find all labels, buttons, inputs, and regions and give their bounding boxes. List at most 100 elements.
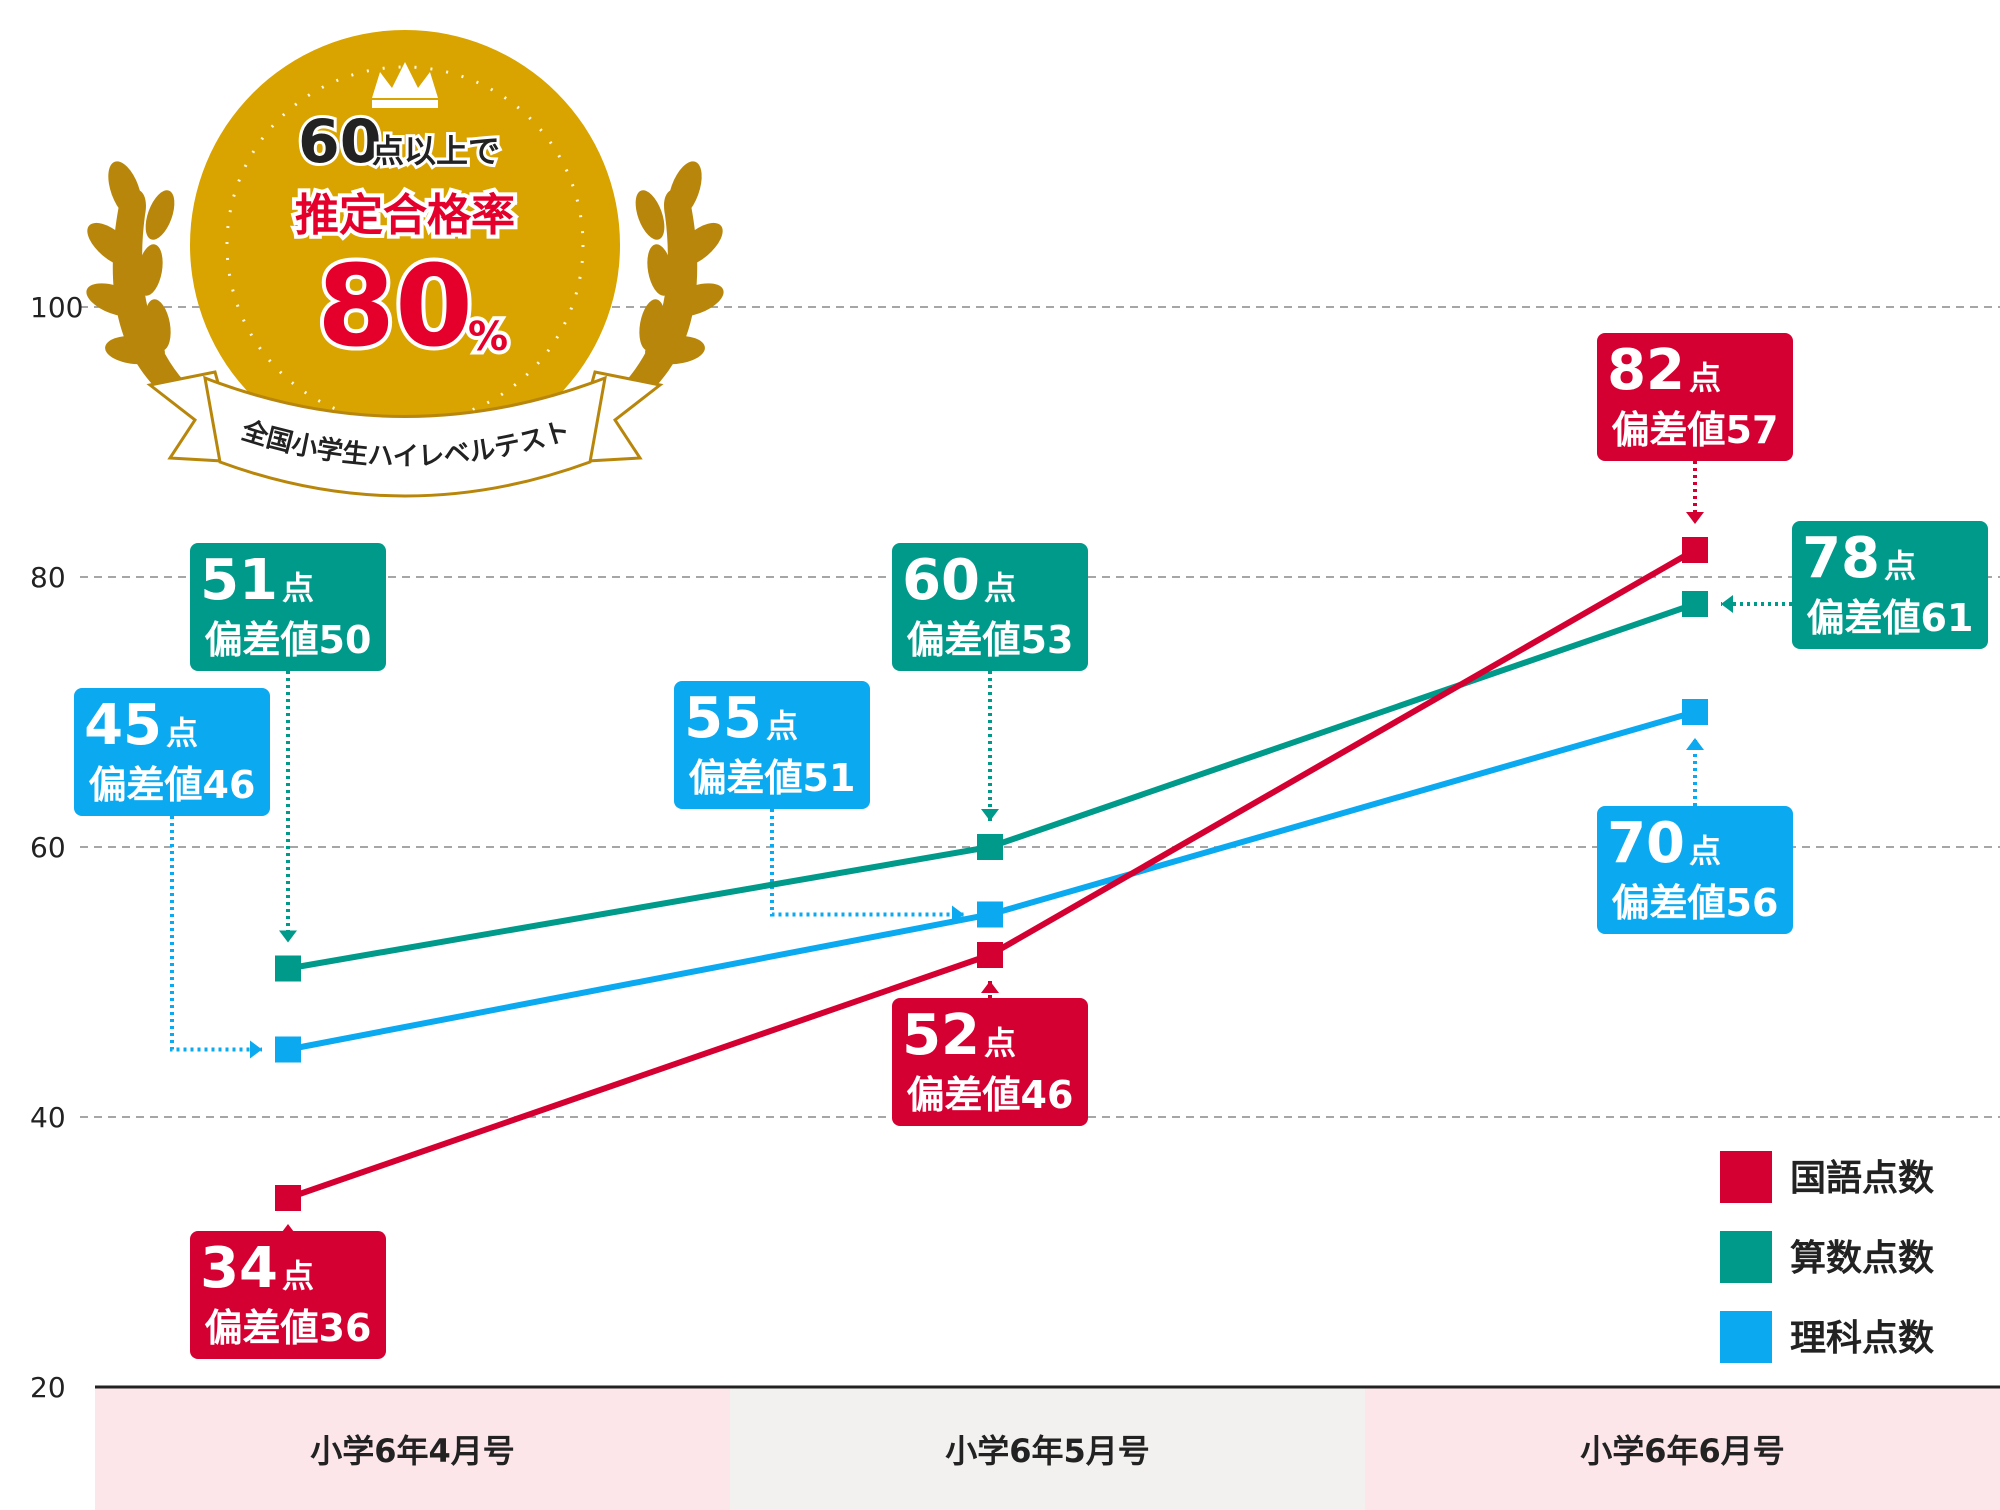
data-label-box bbox=[892, 998, 1088, 1126]
data-point-marker bbox=[1682, 591, 1708, 617]
category-band bbox=[1365, 1387, 2000, 1510]
category-bands: 小学6年4月号 小学6年5月号 小学6年6月号 bbox=[95, 1387, 2000, 1510]
data-label-deviation: 偏差値46 bbox=[907, 1073, 1074, 1117]
ribbon: 全国小学生ハイレベルテスト bbox=[146, 370, 664, 498]
pass-rate-badge: 60 点以上で 推定合格率 80 % 全国小学生ハイレベルテスト bbox=[86, 30, 724, 498]
data-label-score: 34 bbox=[200, 1236, 278, 1301]
data-label-box bbox=[74, 688, 270, 816]
data-label-deviation: 偏差値36 bbox=[205, 1306, 372, 1350]
data-label-deviation: 偏差値61 bbox=[1807, 596, 1974, 640]
data-label-unit: 点 bbox=[1689, 359, 1721, 397]
data-label-score: 45 bbox=[84, 693, 162, 758]
laurel-left-icon bbox=[86, 161, 210, 420]
legend-item: 算数点数 bbox=[1720, 1231, 1934, 1283]
data-label-box bbox=[892, 543, 1088, 671]
data-point-marker bbox=[1682, 699, 1708, 725]
legend-label: 算数点数 bbox=[1790, 1238, 1934, 1279]
data-label-deviation: 偏差値57 bbox=[1612, 408, 1779, 452]
data-label-deviation: 偏差値50 bbox=[205, 618, 372, 662]
badge-line1-text: 点以上で bbox=[372, 132, 500, 170]
callout-arrow bbox=[981, 809, 999, 821]
data-point-marker bbox=[275, 955, 301, 982]
category-band bbox=[730, 1387, 1365, 1510]
data-label-unit: 点 bbox=[1689, 832, 1721, 870]
data-label-score: 55 bbox=[684, 686, 762, 751]
legend-item: 国語点数 bbox=[1720, 1151, 1934, 1203]
legend-item: 理科点数 bbox=[1720, 1311, 1934, 1363]
data-label-unit: 点 bbox=[282, 569, 314, 607]
data-label-unit: 点 bbox=[766, 707, 798, 745]
data-label-unit: 点 bbox=[166, 714, 198, 752]
data-label-deviation: 偏差値56 bbox=[1612, 881, 1779, 925]
data-label-score: 51 bbox=[200, 548, 278, 613]
y-tick-label: 40 bbox=[30, 1101, 66, 1134]
callout-arrow bbox=[1721, 595, 1733, 613]
data-label-deviation: 偏差値46 bbox=[89, 763, 256, 807]
x-tick-label: 小学6年6月号 bbox=[1580, 1432, 1785, 1470]
data-label-box bbox=[190, 1231, 386, 1359]
data-label-box bbox=[1792, 521, 1988, 649]
badge-rate-unit: % bbox=[468, 314, 508, 360]
x-tick-label: 小学6年4月号 bbox=[310, 1432, 515, 1470]
legend-label: 理科点数 bbox=[1790, 1318, 1934, 1359]
data-label-unit: 点 bbox=[1884, 547, 1916, 585]
legend-swatch bbox=[1720, 1151, 1772, 1203]
y-tick-label: 20 bbox=[30, 1371, 66, 1404]
data-point-marker bbox=[275, 1036, 301, 1063]
series-markers bbox=[275, 537, 1708, 1211]
data-label-unit: 点 bbox=[984, 569, 1016, 607]
data-label-deviation: 偏差値51 bbox=[689, 756, 856, 800]
legend-label: 国語点数 bbox=[1790, 1158, 1934, 1199]
callout-arrow bbox=[279, 930, 297, 943]
legend-swatch bbox=[1720, 1231, 1772, 1283]
data-label-score: 52 bbox=[902, 1003, 980, 1068]
data-label-box bbox=[190, 543, 386, 671]
data-label-score: 82 bbox=[1607, 338, 1685, 403]
category-band bbox=[95, 1387, 730, 1510]
data-label-unit: 点 bbox=[282, 1257, 314, 1295]
data-point-marker bbox=[977, 901, 1003, 928]
data-point-marker bbox=[977, 942, 1003, 968]
data-label-deviation: 偏差値53 bbox=[907, 618, 1074, 662]
callout-connector bbox=[770, 809, 964, 917]
callout-arrow bbox=[1686, 738, 1704, 750]
data-label-score: 70 bbox=[1607, 811, 1685, 876]
x-tick-label: 小学6年5月号 bbox=[945, 1432, 1150, 1470]
y-tick-label: 100 bbox=[30, 291, 83, 324]
data-label-score: 78 bbox=[1802, 526, 1880, 591]
data-point-marker bbox=[275, 1185, 301, 1211]
crown-icon bbox=[372, 62, 438, 108]
data-label-score: 60 bbox=[902, 548, 980, 613]
callout-connector bbox=[170, 816, 262, 1052]
callout-arrow bbox=[1686, 512, 1704, 524]
data-point-marker bbox=[1682, 537, 1708, 563]
data-label-box bbox=[1597, 333, 1793, 461]
badge-line1-number: 60 bbox=[298, 107, 382, 177]
laurel-right-icon bbox=[600, 161, 724, 420]
data-label-box bbox=[674, 681, 870, 809]
badge-rate-number: 80 bbox=[317, 242, 473, 372]
badge-line2: 推定合格率 bbox=[295, 190, 515, 241]
y-axis: 20 40 60 80 100 bbox=[30, 291, 83, 1404]
data-point-marker bbox=[977, 834, 1003, 860]
data-label-box bbox=[1597, 806, 1793, 934]
y-tick-label: 60 bbox=[30, 831, 66, 864]
callout-arrow bbox=[250, 1040, 262, 1059]
data-label-unit: 点 bbox=[984, 1024, 1016, 1062]
callout-arrow bbox=[981, 981, 999, 993]
legend-swatch bbox=[1720, 1311, 1772, 1363]
gold-medal bbox=[190, 30, 620, 460]
y-tick-label: 80 bbox=[30, 561, 66, 594]
